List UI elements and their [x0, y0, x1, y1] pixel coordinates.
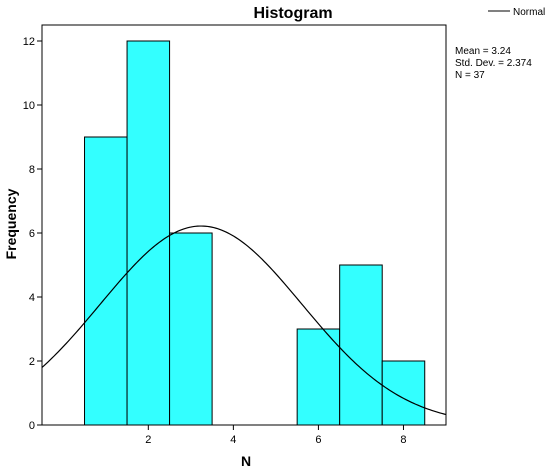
x-tick-label-8: 8 [400, 434, 406, 446]
legend: Normal [488, 7, 545, 18]
curve-layer [41, 225, 447, 416]
y-tick-label-6: 6 [29, 228, 35, 240]
histogram-bar-7 [381, 360, 426, 426]
y-tick-label-4: 4 [29, 292, 35, 304]
y-axis-label: Frequency [3, 188, 19, 259]
x-tick-label-2: 2 [145, 434, 151, 446]
normal-curve [41, 225, 447, 416]
bars-layer [84, 40, 426, 426]
stat-std-dev: Std. Dev. = 2.374 [455, 58, 532, 69]
stat-n: N = 37 [455, 70, 485, 81]
x-tick-label-4: 4 [230, 434, 236, 446]
chart-title: Histogram [253, 5, 332, 22]
x-axis-label: N [241, 453, 251, 469]
histogram-bar-5 [296, 328, 341, 426]
x-tick-label-6: 6 [315, 434, 321, 446]
legend-label-normal: Normal [513, 7, 545, 18]
histogram-bar-0 [84, 136, 128, 426]
histogram-bar-6 [339, 264, 383, 426]
stat-mean: Mean = 3.24 [455, 46, 511, 57]
y-tick-label-2: 2 [29, 356, 35, 368]
stats-box: Mean = 3.24 Std. Dev. = 2.374 N = 37 [455, 46, 532, 81]
plot-frame [41, 24, 447, 426]
histogram-bar-1 [126, 40, 171, 426]
y-tick-label-10: 10 [23, 100, 35, 112]
y-tick-label-8: 8 [29, 164, 35, 176]
axes-layer: 0 2 4 6 8 10 12 2 4 6 8 [23, 24, 447, 446]
y-tick-label-0: 0 [29, 420, 35, 432]
histogram-bar-2 [169, 232, 213, 426]
y-tick-label-12: 12 [23, 36, 35, 48]
